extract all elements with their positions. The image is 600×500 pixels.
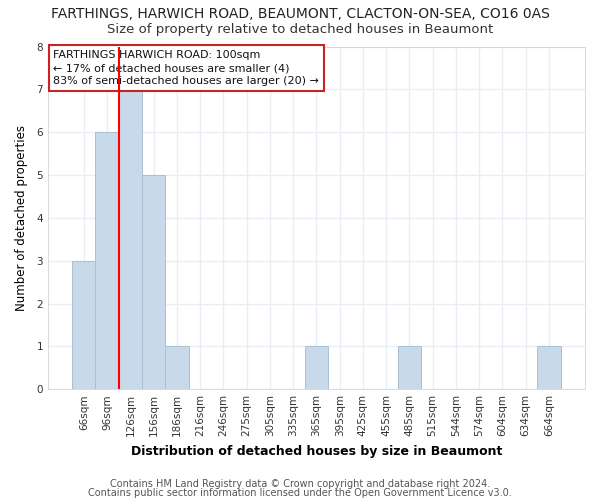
Text: FARTHINGS, HARWICH ROAD, BEAUMONT, CLACTON-ON-SEA, CO16 0AS: FARTHINGS, HARWICH ROAD, BEAUMONT, CLACT… — [50, 8, 550, 22]
Bar — [95, 132, 119, 389]
Bar — [305, 346, 328, 389]
Text: Contains HM Land Registry data © Crown copyright and database right 2024.: Contains HM Land Registry data © Crown c… — [110, 479, 490, 489]
Bar — [538, 346, 560, 389]
Bar — [165, 346, 188, 389]
Bar — [119, 90, 142, 389]
Text: Contains public sector information licensed under the Open Government Licence v3: Contains public sector information licen… — [88, 488, 512, 498]
Text: Size of property relative to detached houses in Beaumont: Size of property relative to detached ho… — [107, 22, 493, 36]
Text: FARTHINGS HARWICH ROAD: 100sqm
← 17% of detached houses are smaller (4)
83% of s: FARTHINGS HARWICH ROAD: 100sqm ← 17% of … — [53, 50, 319, 86]
Bar — [72, 260, 95, 389]
Bar — [398, 346, 421, 389]
Bar — [142, 175, 165, 389]
Y-axis label: Number of detached properties: Number of detached properties — [15, 125, 28, 311]
X-axis label: Distribution of detached houses by size in Beaumont: Distribution of detached houses by size … — [131, 444, 502, 458]
